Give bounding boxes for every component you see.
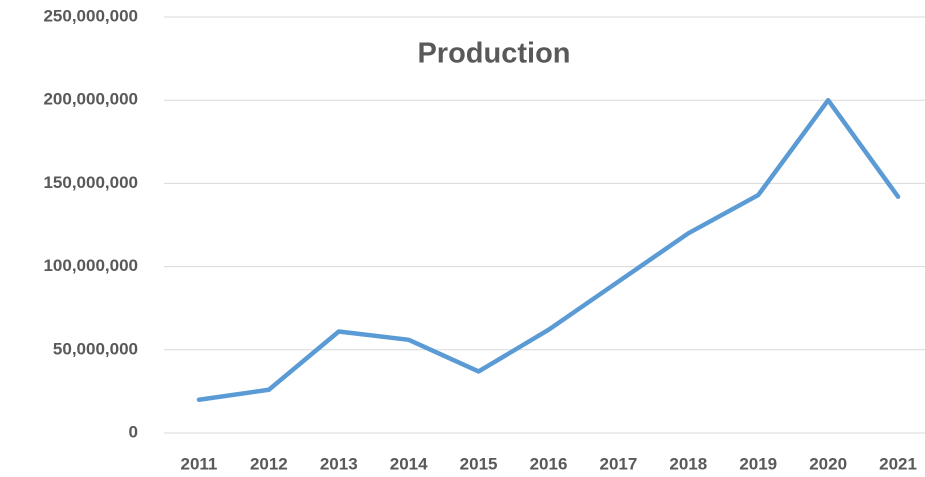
y-tick-label: 250,000,000 xyxy=(43,6,138,25)
x-tick-label: 2014 xyxy=(390,454,428,473)
y-tick-label: 200,000,000 xyxy=(43,90,138,109)
x-tick-label: 2012 xyxy=(250,454,288,473)
y-tick-label: 0 xyxy=(129,422,138,441)
y-tick-label: 50,000,000 xyxy=(53,339,138,358)
y-tick-label: 150,000,000 xyxy=(43,173,138,192)
x-tick-label: 2018 xyxy=(669,454,707,473)
x-tick-label: 2015 xyxy=(460,454,498,473)
x-tick-label: 2019 xyxy=(739,454,777,473)
y-tick-label: 100,000,000 xyxy=(43,256,138,275)
x-tick-label: 2021 xyxy=(879,454,917,473)
x-tick-label: 2013 xyxy=(320,454,358,473)
x-tick-label: 2011 xyxy=(181,454,218,473)
x-tick-label: 2017 xyxy=(599,454,637,473)
chart-title: Production xyxy=(417,38,570,70)
x-tick-label: 2016 xyxy=(530,454,568,473)
data-line xyxy=(196,97,901,402)
x-tick-label: 2020 xyxy=(809,454,847,473)
